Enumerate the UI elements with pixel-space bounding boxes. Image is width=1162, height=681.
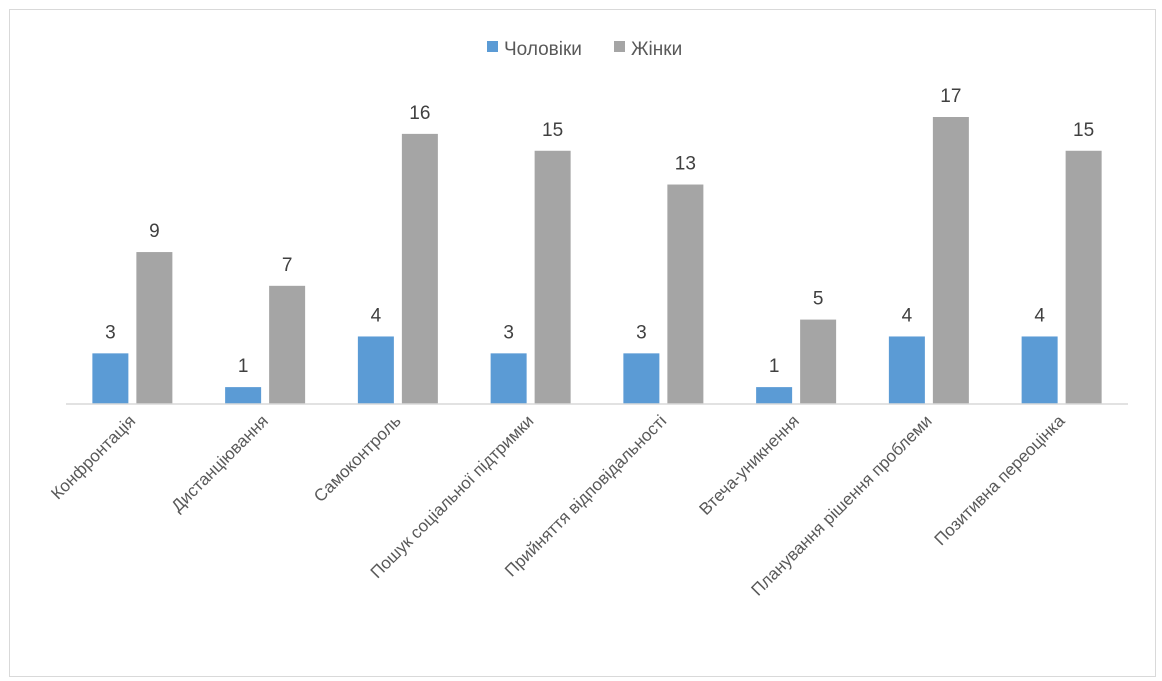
data-label: 16 — [409, 103, 430, 124]
bar — [225, 387, 262, 404]
data-label: 9 — [149, 221, 160, 242]
bar — [1065, 150, 1102, 404]
bar — [623, 353, 660, 404]
bar — [534, 150, 571, 404]
data-label: 15 — [1073, 120, 1094, 141]
data-label: 13 — [675, 154, 696, 175]
data-label: 3 — [636, 322, 647, 343]
bar — [401, 133, 438, 404]
data-label: 3 — [105, 322, 116, 343]
x-tick-label: Позитивна переоцінка — [931, 411, 1069, 549]
data-label: 4 — [371, 305, 382, 326]
data-label: 5 — [813, 289, 824, 310]
bar — [667, 184, 704, 404]
legend-swatch — [487, 41, 498, 52]
bar — [932, 117, 969, 404]
x-tick-label: Втеча-уникнення — [696, 411, 803, 518]
x-tick-label: Прийняття відповідальності — [501, 411, 670, 580]
bar — [800, 319, 837, 404]
bar — [92, 353, 129, 404]
data-label: 3 — [503, 322, 514, 343]
bar — [888, 336, 925, 404]
bar — [756, 387, 793, 404]
data-label: 17 — [940, 86, 961, 107]
data-label: 15 — [542, 120, 563, 141]
bar — [269, 285, 306, 404]
data-label: 1 — [238, 356, 249, 377]
data-label: 1 — [769, 356, 780, 377]
bar — [357, 336, 394, 404]
legend: Чоловіки Жінки — [487, 39, 682, 60]
data-label: 7 — [282, 255, 293, 276]
bar — [136, 252, 173, 404]
bar — [490, 353, 527, 404]
legend-swatch — [614, 41, 625, 52]
legend-label: Жінки — [631, 39, 682, 60]
legend-label: Чоловіки — [504, 39, 582, 60]
data-label: 4 — [902, 305, 913, 326]
data-label: 4 — [1034, 305, 1045, 326]
bar — [1021, 336, 1058, 404]
x-tick-label: Дистанціювання — [168, 411, 272, 515]
x-tick-label: Конфронтація — [47, 411, 139, 503]
x-tick-label: Самоконтроль — [310, 411, 405, 506]
